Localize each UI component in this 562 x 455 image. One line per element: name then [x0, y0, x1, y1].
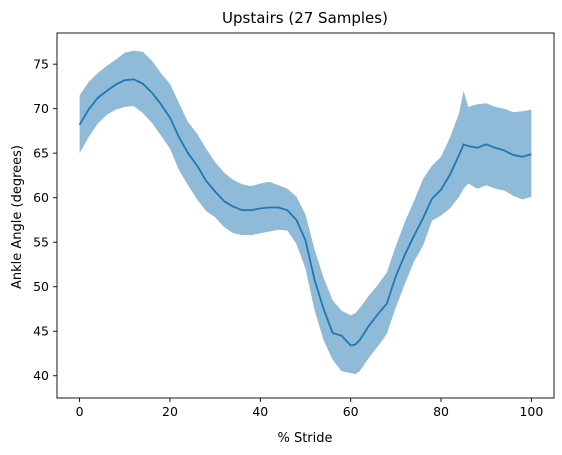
y-tick-label: 75	[33, 57, 49, 72]
y-axis: 40 45 50 55 60 65 70 75	[33, 57, 57, 383]
y-tick-label: 70	[33, 101, 49, 116]
y-tick-label: 65	[33, 146, 49, 161]
y-axis-label: Ankle Angle (degrees)	[10, 145, 25, 289]
x-tick-label: 40	[252, 404, 268, 419]
x-tick-label: 100	[519, 404, 543, 419]
y-tick-label: 50	[33, 279, 49, 294]
axes-frame	[56, 32, 555, 399]
x-axis: 0 20 40 60 80 100	[76, 398, 543, 419]
y-tick-label: 40	[33, 368, 49, 383]
x-tick-label: 60	[343, 404, 359, 419]
y-tick-label: 55	[33, 235, 49, 250]
x-tick-label: 80	[433, 404, 449, 419]
y-tick-label: 45	[33, 324, 49, 339]
x-tick-label: 0	[76, 404, 84, 419]
x-tick-label: 20	[162, 404, 178, 419]
x-axis-label: % Stride	[277, 431, 332, 446]
chart-title: Upstairs (27 Samples)	[222, 9, 388, 27]
y-tick-label: 60	[33, 190, 49, 205]
mean-line	[78, 78, 532, 347]
std-band	[79, 50, 532, 375]
plot-area	[78, 50, 532, 375]
